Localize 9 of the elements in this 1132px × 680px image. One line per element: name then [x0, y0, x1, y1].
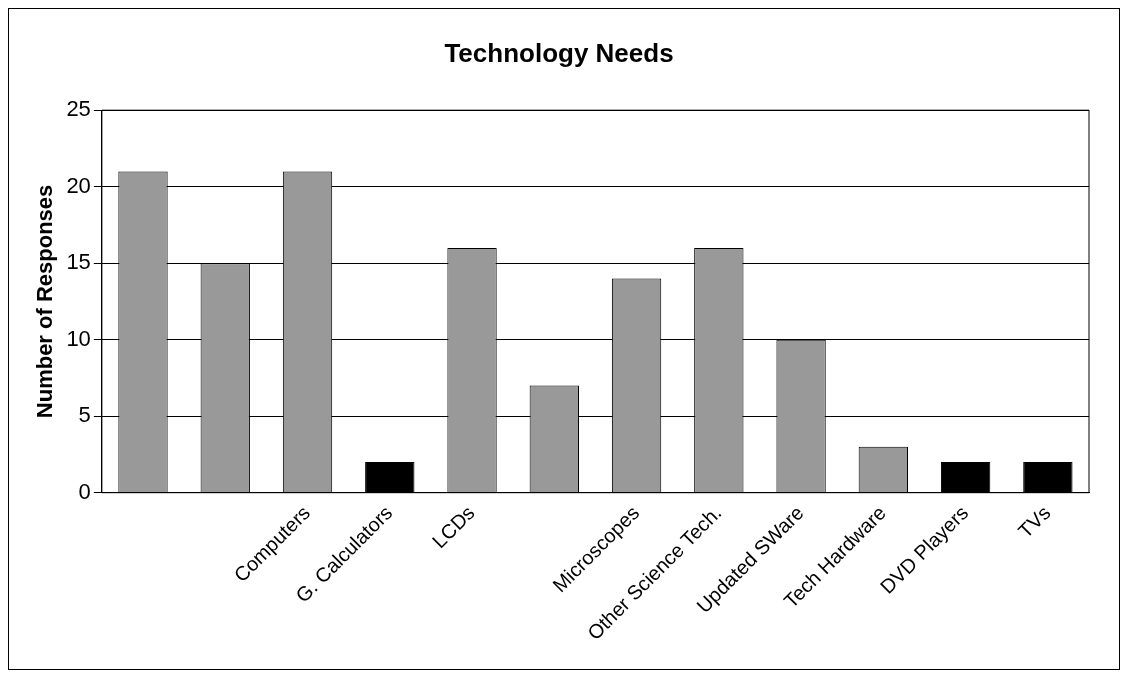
- y-tick-label: 20: [66, 172, 91, 198]
- x-tick-label: TVs: [1013, 501, 1055, 543]
- y-axis-title: Number of Responses: [32, 184, 58, 419]
- chart-title: Technology Needs: [444, 37, 674, 68]
- y-tick-label: 5: [78, 402, 91, 428]
- y-tick-label: 10: [66, 325, 91, 351]
- y-tick-label: 15: [66, 249, 91, 275]
- y-tick-label: 0: [78, 478, 91, 504]
- y-tick-label: 25: [66, 96, 91, 122]
